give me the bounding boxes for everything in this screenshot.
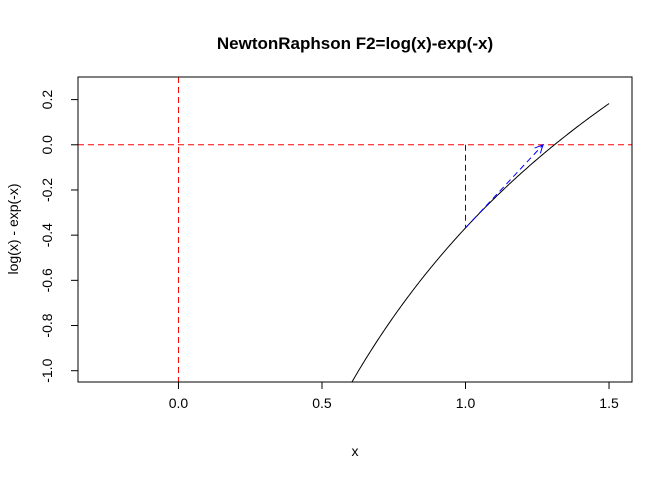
x-tick-label: 0.5 [312,395,332,411]
plot-frame [77,76,633,383]
y-axis-label: log(x) - exp(-x) [5,183,21,274]
chart-title: NewtonRaphson F2=log(x)-exp(-x) [217,34,493,53]
y-tick-label: 0.2 [39,90,55,110]
y-tick-label: -0.2 [39,178,55,202]
function-curve [351,103,610,382]
y-tick-label: -0.4 [39,223,55,247]
x-axis: 0.0 0.5 1.0 1.5 [169,381,619,411]
y-tick-label: -1.0 [39,358,55,382]
y-tick-label: 0.0 [39,135,55,155]
x-tick-label: 0.0 [169,395,189,411]
y-tick-label: -0.6 [39,268,55,292]
x-axis-label: x [352,443,359,459]
x-tick-label: 1.5 [599,395,619,411]
plot-area [78,77,632,382]
newton-arrowhead [534,143,544,154]
y-tick-label: -0.8 [39,313,55,337]
newton-tangent-step [465,144,544,229]
y-axis: -1.0 -0.8 -0.6 -0.4 -0.2 0.0 0.2 [39,90,79,383]
x-tick-label: 1.0 [456,395,476,411]
